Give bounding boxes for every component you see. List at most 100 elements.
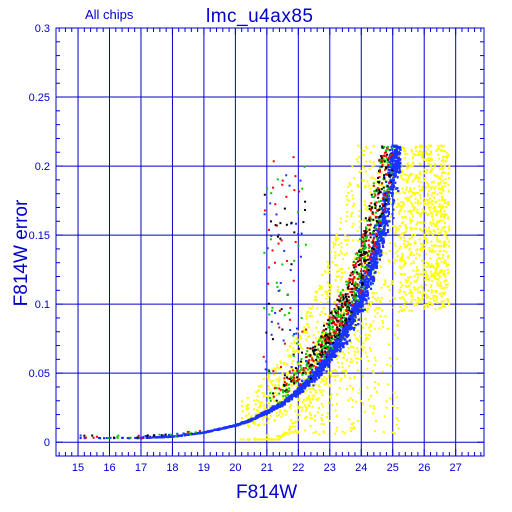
yellow-point bbox=[335, 370, 338, 373]
yellow-point bbox=[351, 399, 354, 402]
yellow-point bbox=[263, 407, 266, 410]
yellow-point bbox=[385, 252, 388, 255]
yellow-point bbox=[372, 161, 375, 164]
yellow-point bbox=[319, 313, 322, 316]
yellow-point bbox=[368, 347, 371, 350]
yellow-point bbox=[327, 401, 330, 404]
yellow-point bbox=[447, 263, 450, 266]
yellow-point bbox=[433, 187, 436, 190]
yellow-point bbox=[256, 395, 259, 398]
yellow-point bbox=[433, 276, 436, 279]
yellow-point bbox=[399, 273, 402, 276]
yellow-point bbox=[440, 306, 443, 309]
yellow-point bbox=[439, 281, 442, 284]
yellow-point bbox=[421, 155, 424, 158]
yellow-point bbox=[430, 250, 433, 253]
yellow-point bbox=[254, 437, 257, 440]
yellow-point bbox=[401, 252, 404, 255]
yellow-point bbox=[347, 239, 350, 242]
yellow-point bbox=[444, 181, 447, 184]
yellow-point bbox=[356, 330, 359, 333]
yellow-point bbox=[296, 403, 299, 406]
yellow-point bbox=[423, 179, 426, 182]
yellow-point bbox=[429, 257, 432, 260]
yellow-point bbox=[267, 377, 270, 380]
yellow-point bbox=[341, 272, 344, 275]
yellow-point bbox=[434, 230, 437, 233]
yellow-point bbox=[375, 420, 378, 423]
yellow-point bbox=[422, 264, 425, 267]
yellow-point bbox=[434, 163, 437, 166]
yellow-point bbox=[447, 217, 450, 220]
yellow-point bbox=[380, 286, 383, 289]
yellow-point bbox=[350, 346, 353, 349]
yellow-point bbox=[353, 375, 356, 378]
yellow-point bbox=[329, 371, 332, 374]
yellow-point bbox=[306, 396, 309, 399]
yellow-point bbox=[304, 331, 307, 334]
yellow-point bbox=[253, 438, 256, 441]
yellow-point bbox=[409, 254, 412, 257]
yellow-point bbox=[401, 273, 404, 276]
yellow-point bbox=[320, 422, 323, 425]
yellow-point bbox=[328, 268, 331, 271]
yellow-point bbox=[361, 374, 364, 377]
yellow-point bbox=[394, 252, 397, 255]
yellow-point bbox=[439, 231, 442, 234]
yellow-point bbox=[328, 290, 331, 293]
yellow-point bbox=[445, 243, 448, 246]
yellow-point bbox=[410, 228, 413, 231]
yellow-point bbox=[443, 198, 446, 201]
yellow-point bbox=[338, 347, 341, 350]
yellow-point bbox=[318, 433, 321, 436]
yellow-point bbox=[443, 280, 446, 283]
yellow-point bbox=[278, 378, 281, 381]
yellow-point bbox=[408, 164, 411, 167]
yellow-point bbox=[420, 211, 423, 214]
yellow-point bbox=[313, 361, 316, 364]
yellow-point bbox=[312, 388, 315, 391]
yellow-point bbox=[411, 215, 414, 218]
yellow-point bbox=[343, 432, 346, 435]
yellow-point bbox=[373, 309, 376, 312]
yellow-point bbox=[288, 354, 291, 357]
yellow-point bbox=[395, 357, 398, 360]
yellow-point bbox=[444, 283, 447, 286]
yellow-point bbox=[402, 308, 405, 311]
yellow-point bbox=[430, 291, 433, 294]
yellow-point bbox=[427, 193, 430, 196]
yellow-point bbox=[442, 302, 445, 305]
yellow-point bbox=[334, 236, 337, 239]
yellow-point bbox=[426, 159, 429, 162]
yellow-point bbox=[307, 326, 310, 329]
yellow-point bbox=[419, 228, 422, 231]
yellow-point bbox=[298, 399, 301, 402]
yellow-point bbox=[431, 192, 434, 195]
yellow-point bbox=[427, 184, 430, 187]
yellow-point bbox=[364, 334, 367, 337]
yellow-point bbox=[448, 203, 451, 206]
yellow-point bbox=[392, 296, 395, 299]
yellow-point bbox=[412, 269, 415, 272]
yellow-point bbox=[306, 335, 309, 338]
yellow-point bbox=[258, 412, 261, 415]
yellow-point bbox=[407, 197, 410, 200]
yellow-point bbox=[418, 298, 421, 301]
yellow-point bbox=[442, 256, 445, 259]
yellow-point bbox=[444, 273, 447, 276]
yellow-point bbox=[329, 397, 332, 400]
yellow-point bbox=[316, 320, 319, 323]
yellow-point bbox=[430, 272, 433, 275]
yellow-point bbox=[280, 436, 283, 439]
yellow-point bbox=[419, 150, 422, 153]
yellow-point bbox=[296, 349, 299, 352]
yellow-point bbox=[447, 183, 450, 186]
yellow-point bbox=[330, 331, 333, 334]
yellow-point bbox=[336, 264, 339, 267]
yellow-point bbox=[386, 363, 389, 366]
yellow-point bbox=[365, 205, 368, 208]
yellow-point bbox=[344, 271, 347, 274]
yellow-point bbox=[363, 154, 366, 157]
yellow-point bbox=[417, 291, 420, 294]
yellow-point bbox=[396, 319, 399, 322]
